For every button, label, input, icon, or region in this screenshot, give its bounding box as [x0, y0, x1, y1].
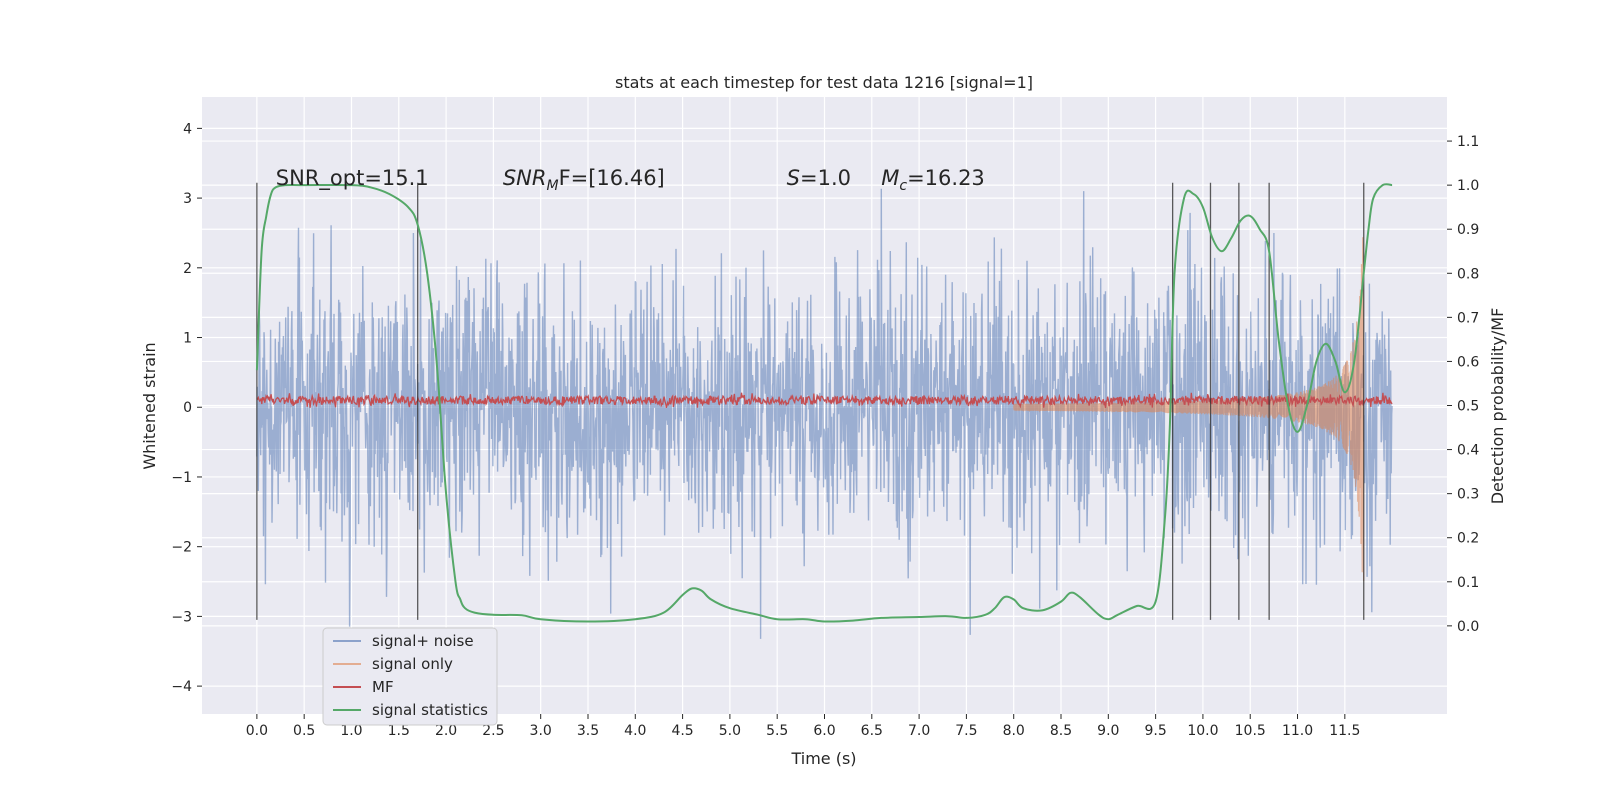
x-tick-label: 10.0 — [1187, 723, 1218, 739]
y-tick-label-right: 0.0 — [1457, 619, 1479, 635]
y-tick-label-left: 2 — [183, 261, 192, 277]
y-tick-label-right: 0.1 — [1457, 575, 1479, 591]
x-axis-label: Time (s) — [790, 749, 856, 768]
annotation-text: Mc=16.23 — [881, 166, 985, 194]
annotations: SNR_opt=15.1 SNRMF=[16.46] S=1.0 Mc=16.23 — [276, 166, 985, 194]
y-tick-label-left: −3 — [171, 609, 192, 625]
annotation-text: SNRMF=[16.46] — [503, 166, 665, 194]
legend-label-signal-only: signal only — [372, 655, 453, 673]
x-tick-label: 3.0 — [530, 723, 552, 739]
legend-label-signal-statistics: signal statistics — [372, 701, 488, 719]
legend: signal+ noise signal only MF signal stat… — [322, 627, 498, 726]
x-tick-label: 1.0 — [340, 723, 362, 739]
signal-only-series — [1013, 237, 1365, 581]
x-tick-label: 8.0 — [1003, 723, 1025, 739]
signal-noise-series — [256, 188, 1393, 639]
x-tick-label: 7.0 — [908, 723, 930, 739]
mf-line — [256, 392, 1393, 409]
y-tick-label-right: 0.2 — [1457, 531, 1479, 547]
y-axis-label-left: Whitened strain — [140, 342, 159, 469]
y-tick-label-right: 1.1 — [1457, 134, 1479, 150]
x-tick-label: 5.5 — [766, 723, 788, 739]
y-axis-label-right: Detection probability/MF — [1488, 308, 1507, 505]
x-tick-label: 2.0 — [435, 723, 457, 739]
axis-ticks: 0.0 0.5 1.0 1.5 2.0 2.5 3.0 3.5 4.0 4.5 5.0 5.5 6.0 6… — [171, 121, 1479, 739]
y-tick-label-left: −2 — [171, 540, 192, 556]
x-tick-label: 2.5 — [482, 723, 504, 739]
signal-only-line — [1013, 237, 1365, 581]
signal-statistics-series — [255, 183, 1393, 623]
mf-series — [256, 392, 1393, 409]
y-tick-label-right: 0.4 — [1457, 443, 1479, 459]
x-tick-label: 6.5 — [861, 723, 883, 739]
legend-box — [322, 627, 498, 726]
y-tick-label-right: 0.6 — [1457, 354, 1479, 370]
y-tick-label-left: 3 — [183, 191, 192, 207]
x-tick-label: 11.5 — [1329, 723, 1360, 739]
x-tick-label: 5.0 — [719, 723, 741, 739]
y-tick-label-right: 0.7 — [1457, 310, 1479, 326]
x-tick-label: 9.0 — [1097, 723, 1119, 739]
signal-noise-line — [256, 188, 1393, 639]
y-tick-label-right: 0.9 — [1457, 222, 1479, 238]
x-tick-label: 4.5 — [671, 723, 693, 739]
y-tick-label-left: −1 — [171, 470, 192, 486]
x-tick-label: 9.5 — [1144, 723, 1166, 739]
y-tick-label-right: 0.3 — [1457, 487, 1479, 503]
legend-label-mf: MF — [372, 678, 394, 696]
annotation-text: S=1.0 — [787, 166, 851, 190]
x-tick-label: 3.5 — [577, 723, 599, 739]
x-tick-label: 7.5 — [955, 723, 977, 739]
x-tick-label: 1.5 — [388, 723, 410, 739]
x-tick-label: 0.5 — [293, 723, 315, 739]
y-tick-label-left: −4 — [171, 679, 192, 695]
y-tick-label-right: 0.5 — [1457, 399, 1479, 415]
x-tick-label: 6.0 — [813, 723, 835, 739]
y-tick-label-left: 1 — [183, 331, 192, 347]
chart-title: stats at each timestep for test data 121… — [615, 73, 1033, 92]
y-tick-label-right: 0.8 — [1457, 266, 1479, 282]
x-tick-label: 10.5 — [1235, 723, 1266, 739]
y-tick-label-left: 0 — [183, 400, 192, 416]
x-tick-label: 11.0 — [1282, 723, 1313, 739]
annotation-text: SNR_opt=15.1 — [276, 166, 429, 191]
y-tick-label-left: 4 — [183, 121, 192, 137]
x-tick-label: 8.5 — [1050, 723, 1072, 739]
legend-label-signal-noise: signal+ noise — [372, 632, 474, 650]
x-tick-label: 4.0 — [624, 723, 646, 739]
x-tick-label: 0.0 — [246, 723, 268, 739]
signal-statistics-line — [255, 183, 1393, 623]
y-tick-label-right: 1.0 — [1457, 178, 1479, 194]
